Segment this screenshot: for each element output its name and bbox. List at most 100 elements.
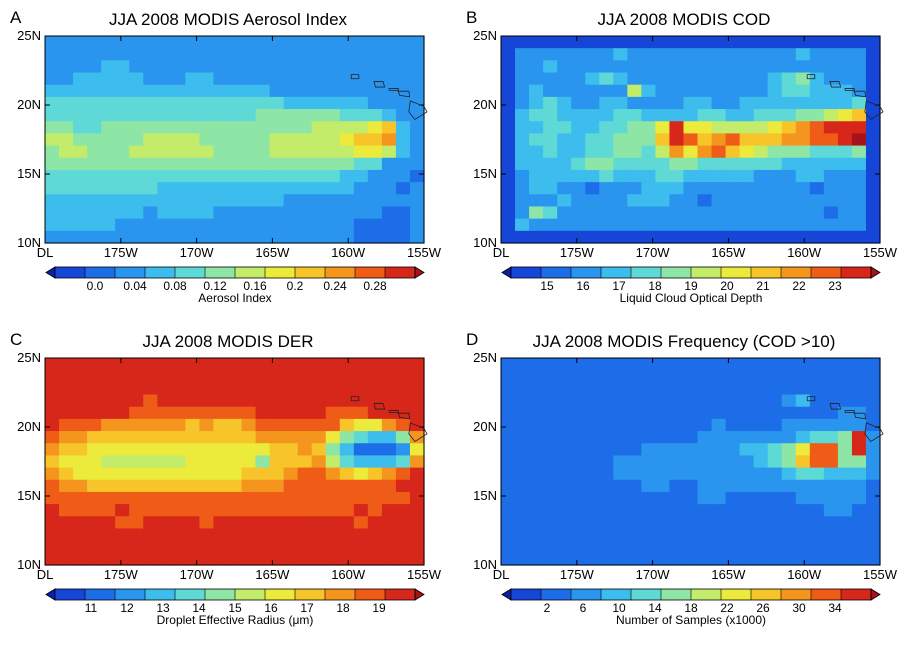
heatmap-cell bbox=[87, 382, 102, 396]
heatmap-cell bbox=[45, 194, 60, 208]
heatmap-cell bbox=[269, 394, 285, 408]
heatmap-cell bbox=[655, 96, 671, 110]
heatmap-cell bbox=[809, 182, 825, 195]
heatmap-cell bbox=[101, 406, 116, 420]
heatmap-cell bbox=[795, 540, 811, 554]
heatmap-cell bbox=[101, 540, 116, 554]
heatmap-cell bbox=[395, 218, 411, 232]
heatmap-cell bbox=[171, 540, 186, 554]
heatmap-cell bbox=[409, 157, 425, 171]
heatmap-cell bbox=[711, 406, 727, 420]
heatmap-cell bbox=[739, 382, 755, 396]
heatmap-cell bbox=[655, 504, 671, 517]
heatmap-cell bbox=[599, 418, 614, 432]
heatmap-cell bbox=[115, 121, 130, 135]
heatmap-cell bbox=[585, 431, 600, 444]
heatmap-cell bbox=[283, 491, 299, 505]
heatmap-cell bbox=[143, 418, 158, 432]
heatmap-cell bbox=[115, 194, 130, 208]
heatmap-cell bbox=[45, 157, 60, 171]
heatmap-cell bbox=[241, 72, 257, 86]
heatmap-cell bbox=[851, 516, 867, 530]
heatmap-cell bbox=[241, 504, 257, 517]
heatmap-cell bbox=[571, 479, 586, 493]
heatmap-cell bbox=[353, 230, 369, 244]
heatmap-cell bbox=[711, 218, 727, 232]
heatmap-cell bbox=[627, 418, 642, 432]
heatmap-cell bbox=[59, 230, 74, 244]
heatmap-cell bbox=[115, 370, 130, 383]
heatmap-cell bbox=[409, 406, 425, 420]
heatmap-cell bbox=[381, 48, 397, 61]
heatmap-cell bbox=[143, 230, 158, 244]
heatmap-cell bbox=[627, 206, 642, 220]
heatmap-cell bbox=[381, 382, 397, 396]
heatmap-cell bbox=[683, 516, 699, 530]
colorbar-swatch bbox=[541, 267, 572, 278]
plot-frame bbox=[500, 35, 881, 244]
heatmap-cell bbox=[297, 169, 313, 183]
heatmap-cell bbox=[571, 133, 586, 147]
heatmap-cell bbox=[87, 528, 102, 542]
heatmap-cell bbox=[339, 382, 355, 396]
heatmap-cell bbox=[143, 96, 158, 110]
heatmap-cell bbox=[613, 145, 628, 159]
heatmap-cell bbox=[515, 455, 530, 469]
heatmap-cell bbox=[353, 467, 369, 481]
heatmap-cell bbox=[115, 182, 130, 195]
heatmap-cell bbox=[851, 218, 867, 232]
heatmap-cell bbox=[571, 540, 586, 554]
heatmap-cell bbox=[409, 194, 425, 208]
heatmap-cell bbox=[297, 206, 313, 220]
heatmap-cell bbox=[585, 418, 600, 432]
heatmap-cell bbox=[529, 504, 544, 517]
heatmap-cell bbox=[115, 528, 130, 542]
heatmap-cell bbox=[795, 48, 811, 61]
heatmap-cell bbox=[157, 96, 172, 110]
heatmap-cell bbox=[837, 121, 853, 135]
heatmap-cell bbox=[45, 145, 60, 159]
heatmap-cell bbox=[767, 84, 783, 98]
heatmap-cell bbox=[781, 145, 797, 159]
island-outline bbox=[373, 81, 386, 88]
heatmap-cell bbox=[529, 218, 544, 232]
heatmap-cell bbox=[409, 370, 425, 383]
heatmap-cell bbox=[501, 382, 516, 396]
heatmap-cell bbox=[697, 60, 713, 74]
heatmap-cell bbox=[241, 36, 257, 49]
heatmap-cell bbox=[185, 72, 201, 86]
heatmap-cell bbox=[627, 121, 642, 135]
heatmap-cell bbox=[711, 443, 727, 457]
heatmap-cell bbox=[227, 516, 243, 530]
heatmap-cell bbox=[45, 528, 60, 542]
heatmap-cell bbox=[501, 169, 516, 183]
heatmap-cell bbox=[227, 491, 243, 505]
colorbar-swatch bbox=[661, 267, 692, 278]
x-tick-label: DL bbox=[37, 567, 54, 582]
heatmap-cell bbox=[59, 516, 74, 530]
heatmap-cell bbox=[837, 194, 853, 208]
heatmap-cell bbox=[613, 516, 628, 530]
x-tick-label: 170W bbox=[180, 245, 215, 260]
heatmap-cell bbox=[297, 194, 313, 208]
colorbar-max-arrow bbox=[414, 266, 425, 279]
island-outline bbox=[350, 396, 360, 402]
heatmap-cell bbox=[669, 169, 685, 183]
heatmap-cell bbox=[353, 48, 369, 61]
heatmap-cell bbox=[73, 72, 88, 86]
heatmap-cell bbox=[585, 370, 600, 383]
heatmap-cell bbox=[613, 48, 628, 61]
heatmap-cell bbox=[557, 84, 572, 98]
heatmap-cell bbox=[269, 84, 285, 98]
island-outline bbox=[864, 100, 884, 121]
chart-title: JJA 2008 MODIS Frequency (COD >10) bbox=[532, 332, 836, 351]
heatmap-cell bbox=[823, 418, 839, 432]
heatmap-cell bbox=[185, 48, 201, 61]
heatmap-cell bbox=[59, 121, 74, 135]
colorbar-tick-label: 2 bbox=[544, 601, 551, 615]
heatmap-cell bbox=[73, 60, 88, 74]
heatmap-cell bbox=[837, 443, 853, 457]
heatmap-cell bbox=[409, 455, 425, 469]
heatmap-cell bbox=[655, 72, 671, 86]
heatmap-cell bbox=[585, 552, 600, 566]
